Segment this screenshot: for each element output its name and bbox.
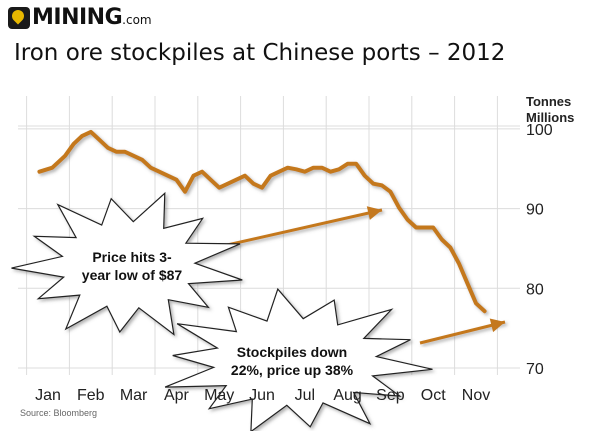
logo-suffix: .com (122, 13, 152, 27)
starburst-callout (164, 287, 433, 431)
x-tick-label: Oct (421, 387, 446, 404)
annotation-label: Stockpiles down (237, 344, 347, 360)
x-tick-label: Apr (164, 387, 190, 404)
x-tick-label: Jan (35, 387, 61, 404)
x-tick-label: Jun (249, 387, 275, 404)
annotations-layer: Price hits 3- year low of $87 Stockpiles d… (11, 191, 506, 431)
chart-title: Iron ore stockpiles at Chinese ports – 2… (14, 40, 506, 66)
y-tick-label: 100 (526, 122, 553, 139)
x-tick-label: Sep (376, 387, 405, 404)
y-tick-label: 90 (526, 202, 544, 219)
starburst-callout (11, 191, 243, 336)
source-note: Source: Bloomberg (20, 408, 97, 418)
logo-wordmark: MINING (32, 5, 123, 30)
x-tick-label: Aug (333, 387, 361, 404)
x-tick-label: May (204, 387, 234, 404)
x-tick-label: Feb (77, 387, 105, 404)
arrow-shaft (419, 320, 506, 345)
annotation-label: 22%, price up 38% (231, 362, 354, 378)
annotation-label: year low of $87 (82, 267, 183, 283)
mining-logo[interactable]: MINING .com (8, 4, 152, 34)
x-tick-label: Mar (120, 387, 148, 404)
x-tick-label: Nov (462, 387, 490, 404)
y-axis-title: Millions (526, 110, 574, 125)
x-tick-label: Jul (295, 387, 315, 404)
y-axis-title: Tonnes (526, 94, 571, 109)
arrowhead (366, 206, 382, 220)
series-layer (37, 129, 487, 314)
arrowhead (489, 318, 505, 333)
annotation-arrow (419, 318, 506, 345)
series-line (37, 129, 487, 314)
y-tick-label: 70 (526, 361, 544, 378)
y-tick-label: 80 (526, 281, 544, 298)
annotation-label: Price hits 3- (92, 249, 172, 265)
pickaxe-icon (8, 7, 30, 29)
